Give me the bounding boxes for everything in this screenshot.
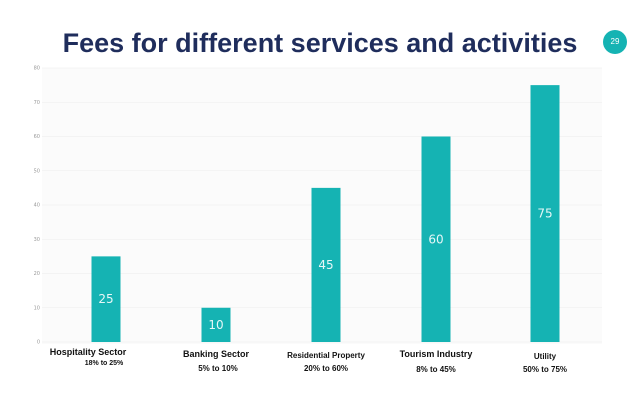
bar xyxy=(91,256,121,342)
y-tick-label: 20 xyxy=(34,271,40,277)
data-label: 25 xyxy=(98,292,113,306)
data-label: 60 xyxy=(428,232,443,246)
data-label: 45 xyxy=(318,258,333,272)
y-tick-label: 0 xyxy=(37,340,40,346)
y-tick-label: 40 xyxy=(34,203,40,209)
y-axis-ticks: 0 10 20 30 40 50 60 70 80 xyxy=(34,66,40,346)
category-range-label: 20% to 60% xyxy=(304,364,348,373)
bar xyxy=(421,136,451,342)
category-label: Utility xyxy=(534,352,557,361)
category-label: Tourism Industry xyxy=(400,349,473,359)
y-tick-label: 10 xyxy=(34,305,40,311)
bar xyxy=(530,85,560,342)
bars xyxy=(91,85,560,342)
y-tick-label: 50 xyxy=(34,168,40,174)
bar xyxy=(311,187,341,342)
data-label: 10 xyxy=(208,318,223,332)
category-label: Hospitality Sector xyxy=(50,347,127,357)
category-range-label: 50% to 75% xyxy=(523,365,567,374)
y-tick-label: 60 xyxy=(34,134,40,140)
category-label: Banking Sector xyxy=(183,349,250,359)
y-tick-label: 30 xyxy=(34,237,40,243)
y-tick-label: 80 xyxy=(34,66,40,72)
category-label: Residential Property xyxy=(287,351,365,360)
page-number-badge: 29 xyxy=(603,30,627,54)
chart-title: Fees for different services and activiti… xyxy=(62,28,578,58)
category-range-label: 8% to 45% xyxy=(416,365,456,374)
category-range-label: 5% to 10% xyxy=(198,364,238,373)
y-tick-label: 70 xyxy=(34,100,40,106)
data-label: 75 xyxy=(537,207,552,221)
bar xyxy=(201,307,231,342)
category-range-label: 18% to 25% xyxy=(85,360,124,367)
data-labels: 25 10 45 60 75 xyxy=(98,207,552,332)
category-labels: Hospitality Sector 18% to 25% Banking Sect… xyxy=(50,347,567,374)
